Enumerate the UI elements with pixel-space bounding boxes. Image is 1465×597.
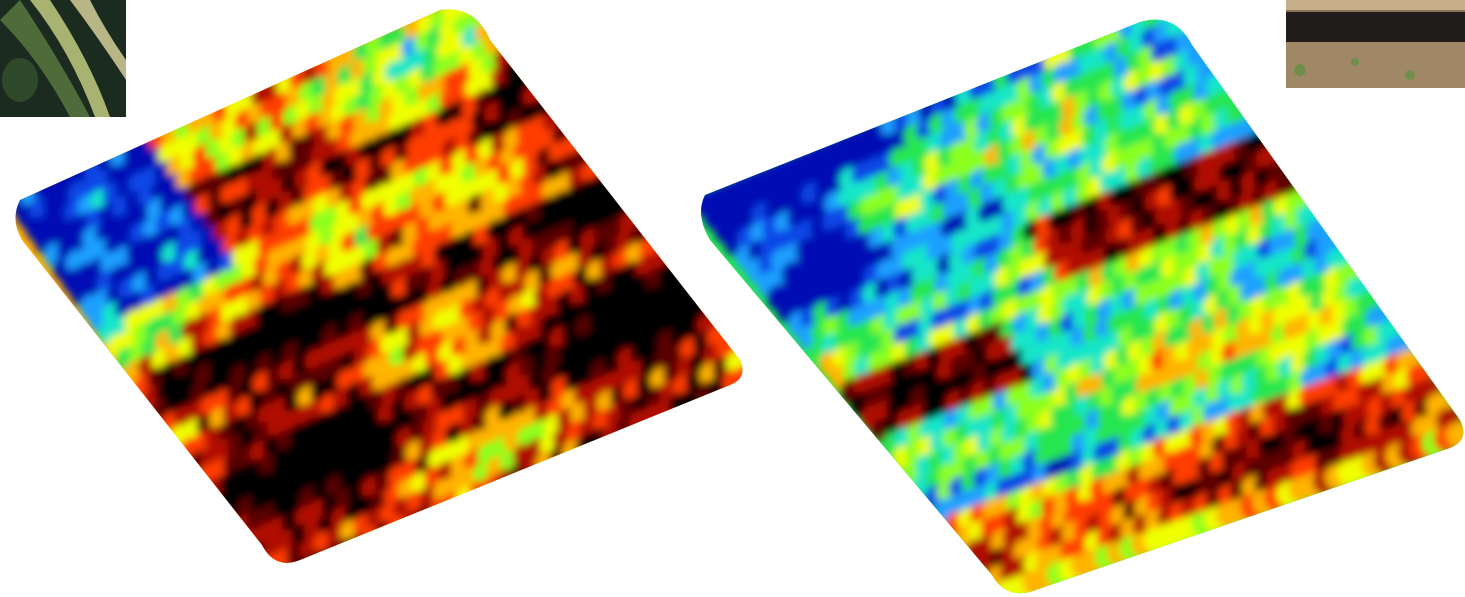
plant-photo-thumbnail bbox=[0, 0, 126, 117]
map-cell bbox=[469, 480, 495, 507]
map-cell bbox=[509, 462, 535, 489]
map-cell bbox=[522, 456, 549, 483]
map-cell bbox=[349, 532, 376, 559]
map-cell bbox=[362, 526, 389, 553]
map-cell bbox=[495, 468, 522, 495]
map-cell bbox=[295, 555, 322, 563]
map-cell bbox=[722, 369, 743, 396]
map-cell bbox=[415, 503, 442, 530]
map-cell bbox=[309, 550, 336, 563]
map-cell bbox=[389, 515, 416, 542]
soil-photo-thumbnail bbox=[1286, 0, 1465, 88]
map-cell bbox=[269, 568, 295, 594]
map-cell bbox=[455, 486, 482, 512]
map-cell bbox=[482, 474, 509, 501]
map-cell bbox=[375, 521, 402, 547]
map-cell bbox=[442, 491, 469, 518]
map-cell bbox=[1445, 421, 1464, 448]
map-cell bbox=[402, 509, 429, 536]
map-cell bbox=[429, 497, 456, 524]
map-cell bbox=[335, 538, 362, 563]
map-cell bbox=[322, 544, 349, 563]
map-cell bbox=[282, 561, 309, 563]
field-map-right bbox=[701, 19, 1464, 594]
map-cell bbox=[735, 363, 743, 390]
